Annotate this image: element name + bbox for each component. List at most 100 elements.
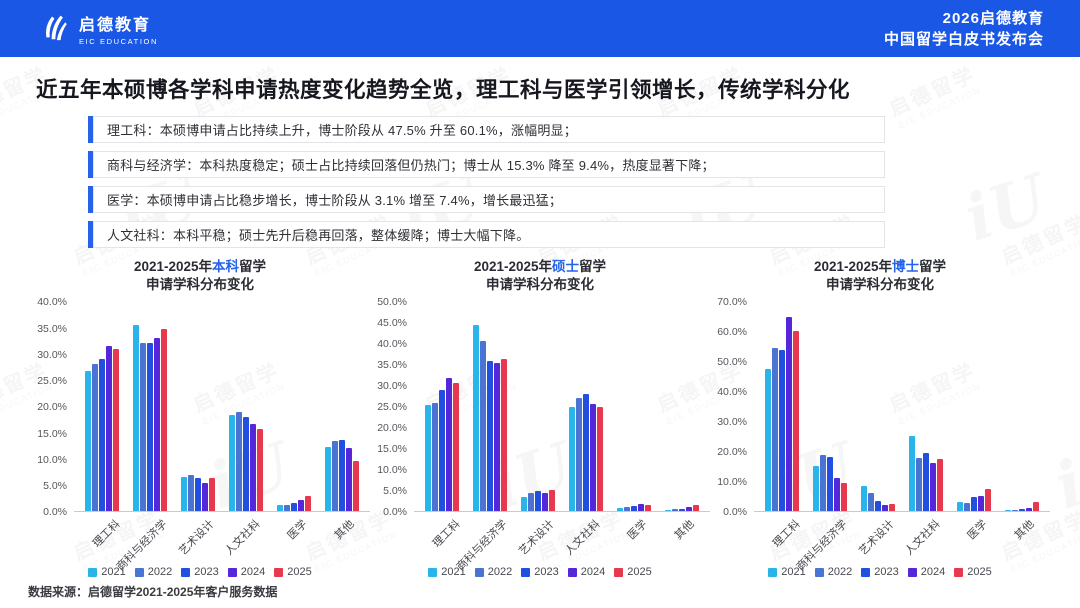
bar-2021 [425,405,431,512]
bar-group [617,504,651,512]
x-axis-label: 艺术设计 [856,518,897,559]
x-axis-label-cell: 人文社科 [563,512,603,566]
legend-label: 2021 [441,566,466,579]
bar-group [133,325,167,512]
legend-swatch [428,567,438,577]
bar-group [665,504,699,512]
bar-group [521,490,555,512]
bullet-text: 医学：本硕博申请占比稳步增长，博士阶段从 3.1% 增至 7.4%，增长最迅猛； [93,186,885,213]
bullet-text: 商科与经济学：本科热度稳定；硕士占比持续回落但仍热门；博士从 15.3% 降至 … [93,151,885,178]
chart-title-suffix: 留学 [579,259,607,274]
legend-item: 2023 [181,566,219,578]
bar-2025 [985,489,991,512]
bar-group [1005,502,1039,512]
x-axis-label: 其他 [672,518,697,543]
legend: 2021 2022 2023 2024 2025 [370,566,710,578]
bar-2024 [494,363,500,512]
y-axis-label: 15.0% [377,443,407,456]
y-axis-label: 50.0% [717,356,747,369]
bar-group [909,435,943,512]
chart-title-prefix: 2021-2025年 [473,259,553,274]
bar-2022 [528,492,534,512]
y-axis-label: 0.0% [383,506,407,519]
plot-area [74,302,370,513]
x-axis-label: 理工科 [771,518,803,551]
legend-swatch [567,567,577,577]
bar-2022 [236,412,242,512]
x-axis: 理工科 商科与经济学 艺术设计 人文社科 医学 其他 [30,512,370,574]
bar-2023 [487,361,493,512]
x-axis-label: 医学 [965,518,990,543]
bar-2025 [645,505,651,512]
bar-2021 [181,477,187,512]
x-axis-label-cell: 艺术设计 [517,512,557,566]
legend-item: 2025 [614,566,652,578]
y-axis-label: 5.0% [383,485,407,498]
bar-2024 [542,492,548,512]
bar-2021 [957,502,963,512]
bar-2021 [569,406,575,512]
bullet-accent-bar [88,221,93,248]
bar-2023 [339,440,345,512]
x-axis-labels: 理工科 商科与经济学 艺术设计 人文社科 医学 其他 [418,512,706,574]
bullet-item: 人文社科：本科平稳；硕士先升后稳再回落，整体缓降；博士大幅下降。 [88,221,885,248]
y-axis-label: 20.0% [37,401,67,414]
bullet-accent-bar [88,151,93,178]
bar-2021 [617,507,623,512]
bar-2021 [229,415,235,512]
plot-area [414,302,710,513]
y-axis-label: 40.0% [717,386,747,399]
eic-logo-icon [36,9,70,48]
x-axis-label: 人文社科 [903,518,943,559]
bar-2022 [284,504,290,512]
legend-swatch [768,567,778,577]
legend-swatch [474,567,484,577]
bar-group [957,489,991,512]
bar-2021 [521,496,527,512]
bar-2024 [834,478,840,512]
chart-title: 2021-2025年本科留学 申请学科分布变化 [30,258,370,294]
data-source: 数据来源：启德留学2021-2025年客户服务数据 [28,585,278,600]
legend-swatch [521,567,531,577]
legend-swatch [134,567,144,577]
legend-swatch [861,567,871,577]
bar-2024 [1026,507,1032,512]
x-axis-label: 其他 [1012,518,1037,543]
x-axis-labels: 理工科 商科与经济学 艺术设计 人文社科 医学 其他 [78,512,366,574]
bar-group [277,495,311,512]
bar-2023 [439,389,445,512]
legend-item: 2025 [954,566,992,578]
x-axis: 理工科 商科与经济学 艺术设计 人文社科 医学 其他 [710,512,1050,574]
x-axis-spacer [374,512,418,566]
bar-2022 [868,492,874,512]
y-axis-label: 30.0% [377,380,407,393]
x-axis-label: 人文社科 [563,518,603,559]
bar-2021 [861,485,867,512]
bar-group [813,455,847,512]
bullet-accent-bar [88,116,93,143]
bar-2023 [679,508,685,512]
bar-2025 [549,490,555,512]
plot: 0.0% 5.0% 10.0% 15.0% 20.0% 25.0% 30.0% 35.0% 40… [30,296,370,518]
bar-2022 [672,509,678,512]
y-axis-label: 15.0% [37,427,67,440]
legend-item: 2023 [861,566,899,578]
x-axis-spacer [714,512,758,566]
x-axis-label: 理工科 [91,518,123,551]
y-axis: 0.0% 5.0% 10.0% 15.0% 20.0% 25.0% 30.0% 35.0% 40… [30,296,74,518]
bar-2025 [937,458,943,512]
event-line2: 中国留学白皮书发布会 [883,30,1044,48]
bar-2023 [971,497,977,512]
y-axis-label: 70.0% [717,296,747,309]
summary-bullets: 理工科：本硕博申请占比持续上升，博士阶段从 47.5% 升至 60.1%，涨幅明… [88,116,885,248]
bar-2025 [453,383,459,512]
legend-label: 2023 [534,566,559,579]
y-axis-label: 40.0% [377,338,407,351]
y-axis: 0.0% 10.0% 20.0% 30.0% 40.0% 50.0% 60.0% 70.0% [710,296,754,518]
bar-2024 [250,424,256,512]
bar-2022 [576,397,582,512]
x-axis-label-cell: 其他 [322,512,356,566]
bar-2021 [325,446,331,512]
y-axis-label: 0.0% [723,506,747,519]
